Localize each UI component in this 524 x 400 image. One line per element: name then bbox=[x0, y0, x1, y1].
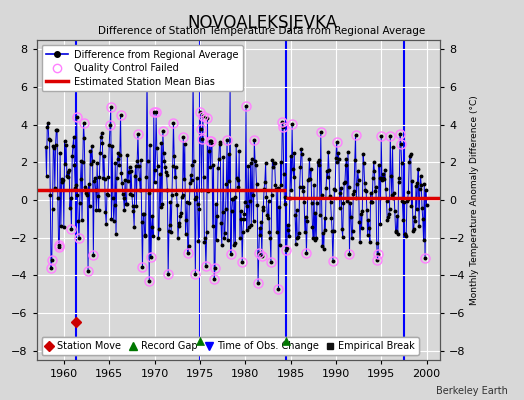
Y-axis label: Monthly Temperature Anomaly Difference (°C): Monthly Temperature Anomaly Difference (… bbox=[470, 95, 479, 305]
Legend: Station Move, Record Gap, Time of Obs. Change, Empirical Break: Station Move, Record Gap, Time of Obs. C… bbox=[41, 337, 419, 355]
Text: Berkeley Earth: Berkeley Earth bbox=[436, 386, 508, 396]
Text: NOVOALEKSJEVKA: NOVOALEKSJEVKA bbox=[187, 14, 337, 32]
Text: Difference of Station Temperature Data from Regional Average: Difference of Station Temperature Data f… bbox=[99, 26, 425, 36]
